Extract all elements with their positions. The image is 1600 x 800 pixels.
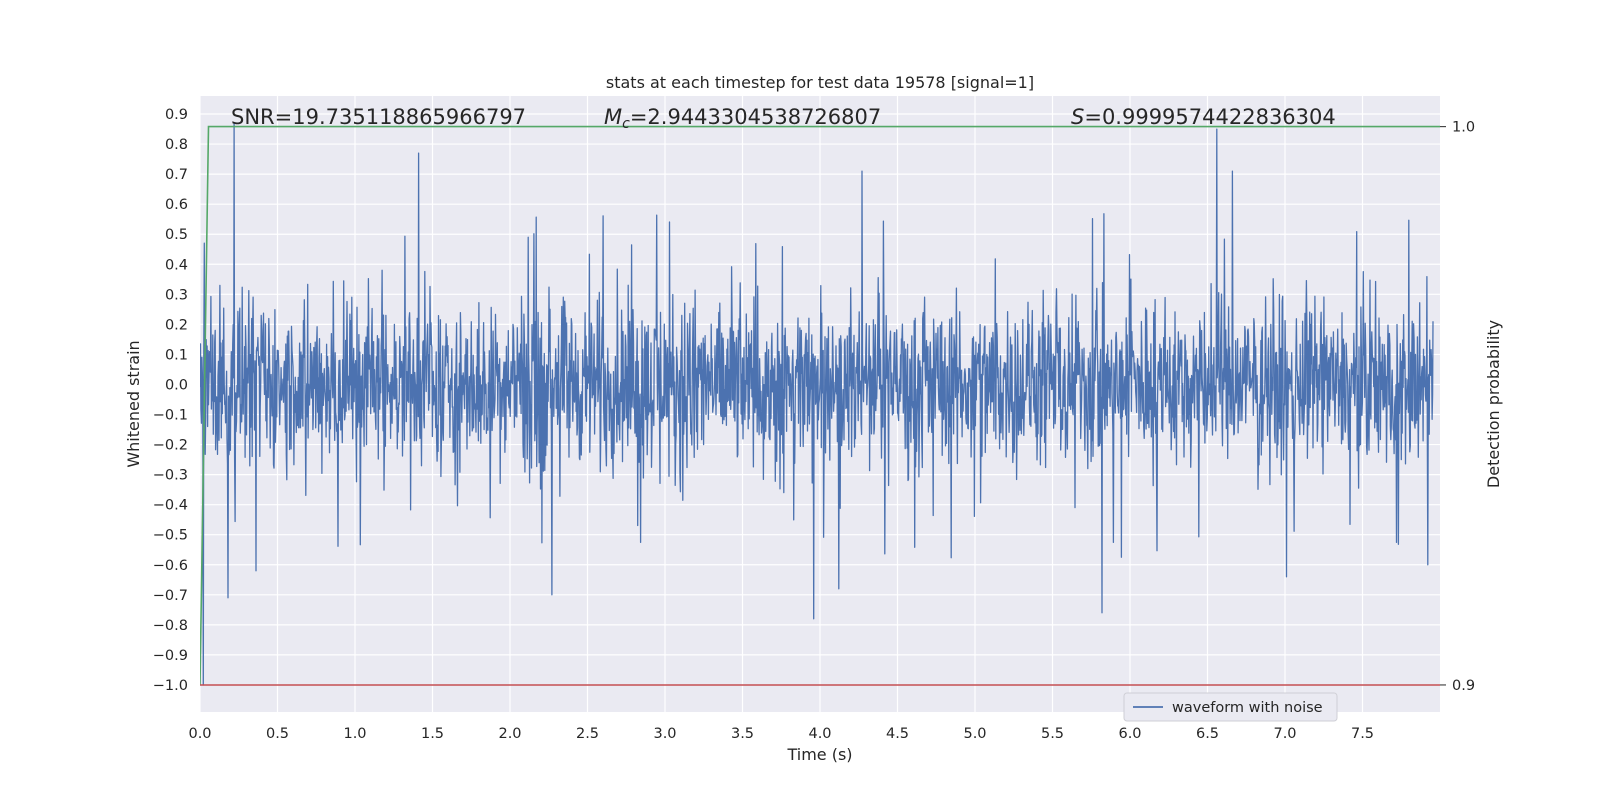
chirp-mass-subscript: c [622, 116, 630, 132]
y-axis-label: Whitened strain [124, 340, 143, 467]
x-tick-label: 4.5 [886, 726, 909, 742]
x-axis-label: Time (s) [786, 745, 852, 764]
plot-content [200, 122, 1440, 686]
x-tick-label: 7.0 [1273, 726, 1296, 742]
y-tick-label: 0.3 [165, 287, 188, 303]
y2-tick-label: 1.0 [1452, 120, 1475, 136]
significance-annotation: S=0.9999574422836304 [1071, 105, 1336, 129]
x-tick-label: 1.0 [343, 726, 366, 742]
legend-label-waveform: waveform with noise [1172, 700, 1323, 716]
y-tick-label: −0.3 [153, 468, 188, 484]
x-tick-label: 5.5 [1041, 726, 1064, 742]
y-tick-label: −0.6 [153, 558, 188, 574]
x-axis-ticks: 0.0 0.5 1.0 1.5 2.0 2.5 3.0 3.5 4.0 4.5 5.0 5.5 6.0 6… [188, 726, 1374, 742]
y-tick-label: 0.5 [165, 227, 188, 243]
y2-tick-label: 0.9 [1452, 678, 1475, 694]
x-tick-label: 4.0 [808, 726, 831, 742]
y-tick-label: −0.9 [153, 648, 188, 664]
x-tick-label: 0.0 [188, 726, 211, 742]
y-tick-label: −0.2 [153, 438, 188, 454]
y-axis-ticks: 0.9 0.8 0.7 0.6 0.5 0.4 0.3 0.2 0.1 0.0 −0.1 −0.2 −0… [153, 107, 188, 694]
y2-axis-label: Detection probability [1484, 320, 1503, 488]
y-tick-label: 0.6 [165, 197, 188, 213]
x-tick-label: 6.5 [1196, 726, 1219, 742]
significance-symbol: S [1071, 105, 1084, 129]
y-tick-label: 0.8 [165, 137, 188, 153]
y-tick-label: 0.9 [165, 107, 188, 123]
y-tick-label: −0.5 [153, 528, 188, 544]
y-tick-label: 0.1 [165, 347, 188, 363]
y-tick-label: 0.0 [165, 377, 188, 393]
x-tick-label: 3.5 [731, 726, 754, 742]
y-tick-label: 0.2 [165, 317, 188, 333]
x-tick-label: 0.5 [266, 726, 289, 742]
legend: waveform with noise [1123, 692, 1338, 722]
y-tick-label: −0.4 [153, 498, 188, 514]
x-tick-label: 3.0 [653, 726, 676, 742]
y-tick-label: 0.4 [165, 257, 188, 273]
x-tick-label: 2.5 [576, 726, 599, 742]
y2-axis-ticks: 1.0 0.9 [1440, 120, 1475, 694]
chirp-mass-value: =2.9443304538726807 [630, 105, 881, 129]
waveform-series [200, 122, 1434, 686]
y-tick-label: −1.0 [153, 678, 188, 694]
legend-box [1123, 692, 1338, 722]
x-tick-label: 6.0 [1118, 726, 1141, 742]
x-tick-label: 5.0 [963, 726, 986, 742]
y-tick-label: −0.7 [153, 588, 188, 604]
detection-probability-series [200, 125, 1440, 686]
chirp-mass-symbol: M [604, 105, 622, 129]
y-tick-label: 0.7 [165, 167, 188, 183]
chirp-mass-annotation: Mc=2.9443304538726807 [604, 105, 881, 132]
y-tick-label: −0.8 [153, 618, 188, 634]
x-tick-label: 1.5 [421, 726, 444, 742]
significance-value: =0.9999574422836304 [1084, 105, 1335, 129]
snr-annotation: SNR=19.735118865966797 [231, 105, 526, 129]
x-tick-label: 2.0 [498, 726, 521, 742]
y-tick-label: −0.1 [153, 408, 188, 424]
chart-title: stats at each timestep for test data 195… [606, 73, 1034, 92]
x-tick-label: 7.5 [1351, 726, 1374, 742]
